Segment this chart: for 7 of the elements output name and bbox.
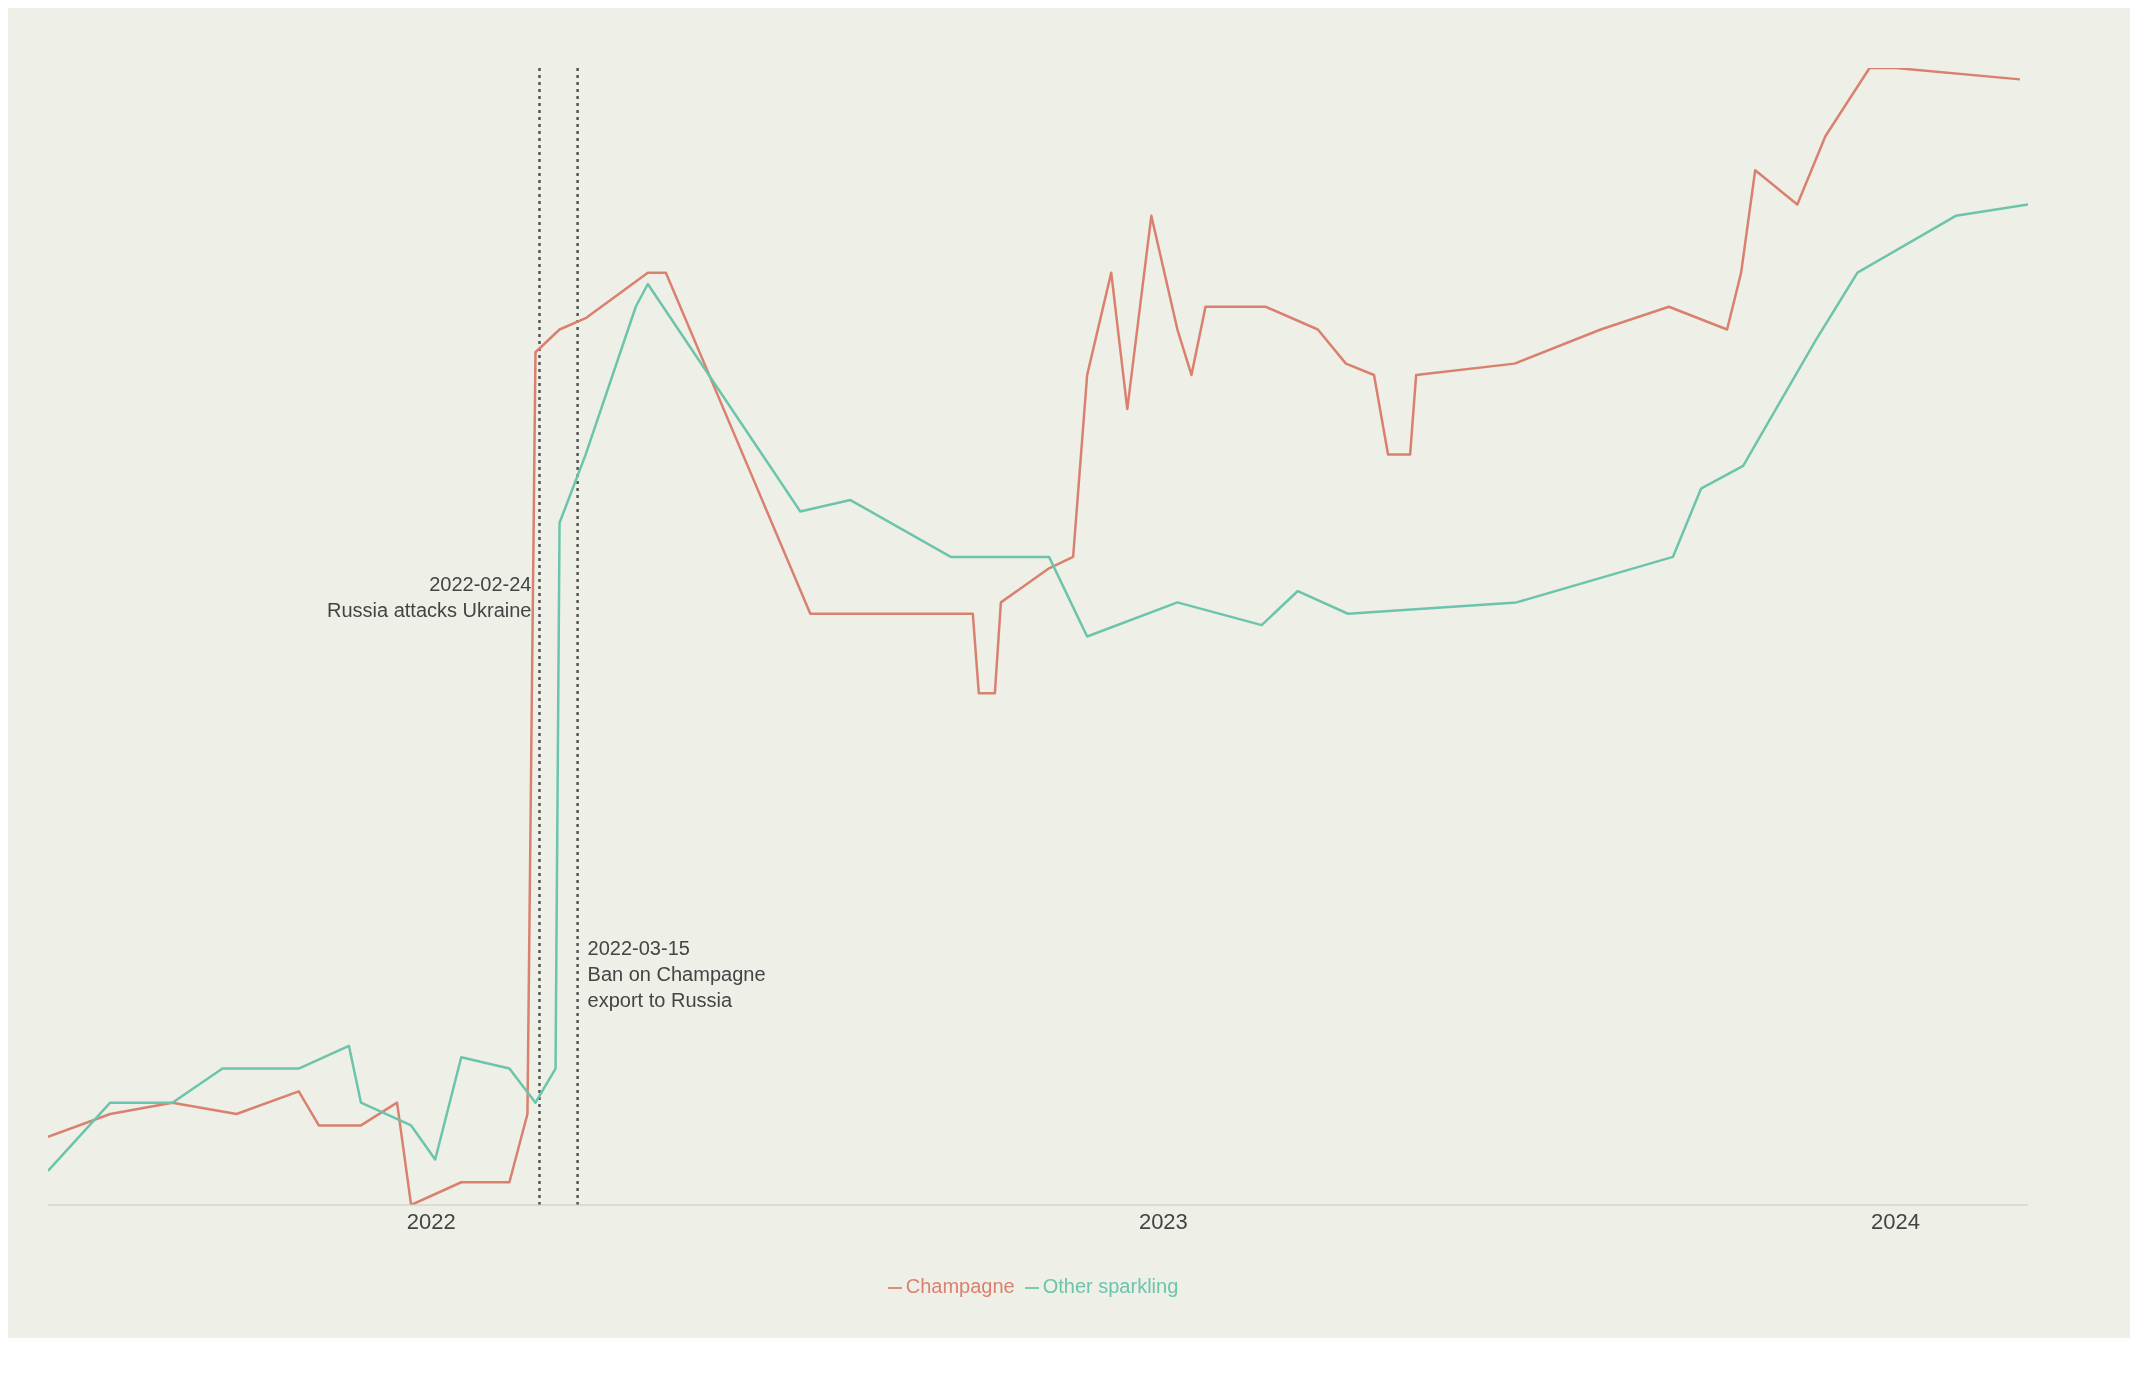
ref-line-label: 2022-02-24 Russia attacks Ukraine [326, 573, 532, 622]
x-tick-label: 2022 [406, 1208, 456, 1234]
x-tick-label: 2023 [1138, 1208, 1188, 1234]
legend-label: Champagne [905, 1275, 1015, 1297]
legend-label: Other sparkling [1042, 1275, 1179, 1297]
ref-line-label: 2022-03-15 Ban on Champagne export to Russia [587, 936, 766, 1011]
x-tick-label: 2024 [1871, 1208, 1921, 1234]
